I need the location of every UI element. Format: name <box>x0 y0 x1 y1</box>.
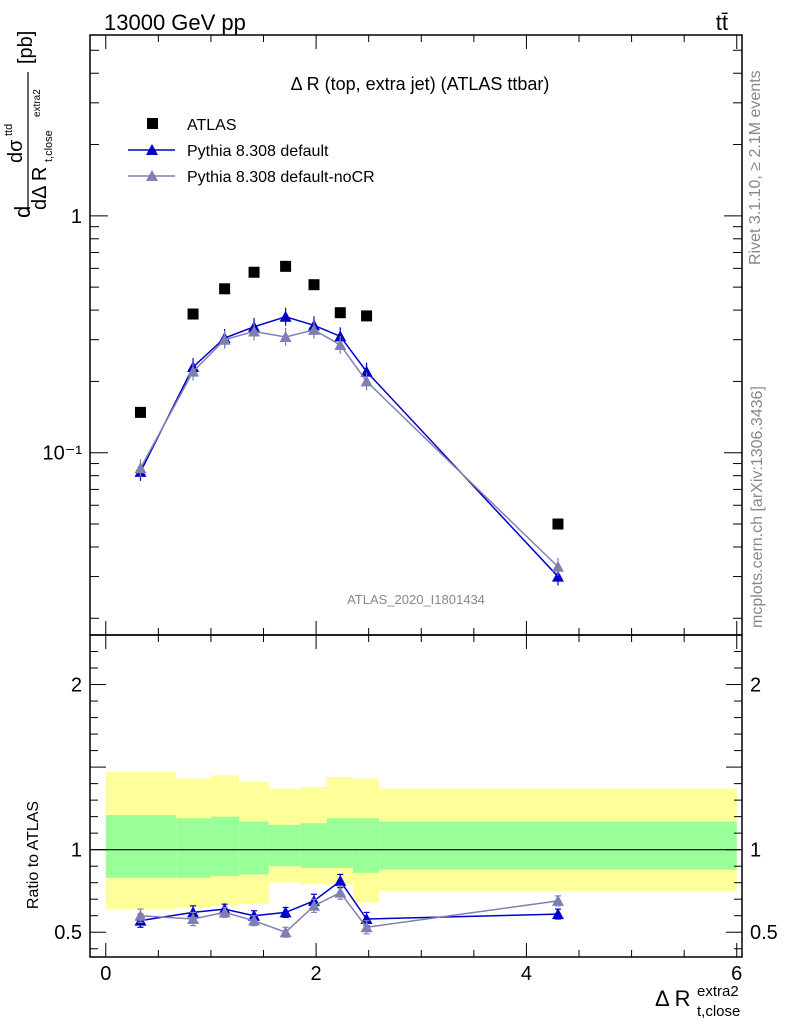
atlas-point <box>361 310 373 322</box>
green-band-segment <box>326 818 353 868</box>
default-point <box>279 310 292 322</box>
ratio-nocr-point <box>187 913 200 925</box>
ratio-default-point <box>334 875 347 887</box>
rivet-label: Rivet 3.1.10, ≥ 2.1M events <box>747 70 764 265</box>
ylabel-numerator: dσ <box>5 139 27 163</box>
atlas-point <box>248 266 260 278</box>
ratio-nocr-point <box>334 886 347 898</box>
ratio-y-tick-label: 2 <box>71 675 82 697</box>
ratio-default-point <box>279 906 292 918</box>
xlabel-sup: extra2 <box>697 983 739 1000</box>
legend-label-atlas: ATLAS <box>187 117 237 134</box>
default-line <box>139 315 559 578</box>
ratio-nocr-point <box>360 921 373 933</box>
ratio-y-tick-label: 0.5 <box>54 922 82 944</box>
ratio-nocr-point <box>279 926 292 938</box>
ratio-xlabel: Δ R extra2 t,close <box>655 983 740 1020</box>
green-band-segment <box>239 821 269 875</box>
green-band-segment <box>352 818 380 873</box>
legend-label-default: Pythia 8.308 default <box>187 143 329 160</box>
nocr-point <box>218 333 231 345</box>
green-band-segment <box>300 823 327 868</box>
y-tick-label: 10⁻¹ <box>43 443 83 465</box>
ratio-y-tick-label-right: 0.5 <box>750 922 778 944</box>
ratio-axes: 0 2 4 6 0.5 0.5 1 1 2 2 <box>54 634 778 985</box>
header-left: 13000 GeV pp <box>104 10 246 35</box>
green-band-segment <box>268 824 301 867</box>
ratio-nocr-point <box>134 909 147 921</box>
x-tick-label: 6 <box>731 963 742 985</box>
legend-marker-nocr <box>146 170 158 181</box>
ylabel-numerator-sup: ttd <box>3 124 15 136</box>
legend-label-nocr: Pythia 8.308 default-noCR <box>187 169 375 186</box>
mcplots-label: mcplots.cern.ch [arXiv:1306.3436] <box>749 386 766 628</box>
watermark: ATLAS_2020_I1801434 <box>347 592 485 607</box>
ratio-y-tick-label-right: 2 <box>750 675 761 697</box>
nocr-point <box>360 375 373 387</box>
main-title: Δ R (top, extra jet) (ATLAS ttbar) <box>291 74 550 94</box>
atlas-point <box>134 406 146 418</box>
nocr-point <box>248 325 261 337</box>
x-tick-label: 2 <box>311 963 322 985</box>
header-right: tt̄ <box>716 10 728 35</box>
ylabel-denominator: dΔ R <box>29 167 51 210</box>
ratio-nocr-point <box>551 894 564 906</box>
legend-marker-default <box>146 144 158 155</box>
ratio-ylabel: Ratio to ATLAS <box>25 801 42 909</box>
atlas-point <box>280 260 292 272</box>
ratio-nocr-point <box>248 914 261 926</box>
ratio-panel: 0 2 4 6 0.5 0.5 1 1 2 2 Ratio to ATLAS Δ R extra2… <box>25 634 778 1020</box>
atlas-point <box>219 283 231 295</box>
default-point <box>360 365 373 377</box>
green-band-segment <box>379 821 737 870</box>
ratio-series <box>134 873 564 938</box>
nocr-point <box>187 365 200 377</box>
ylabel-denominator-sub: t,close <box>43 130 55 162</box>
ylabel-denominator-sup: extra2 <box>32 89 43 117</box>
main-ylabel: d dσ ttd dΔ R t,close extra2 [pb] <box>3 31 55 218</box>
atlas-point <box>187 308 199 320</box>
atlas-point <box>308 279 320 291</box>
legend-marker-atlas <box>147 118 158 129</box>
green-band-segment <box>176 818 211 878</box>
default-point <box>551 570 564 582</box>
ratio-y-tick-label: 1 <box>71 840 82 862</box>
ratio-frame <box>89 634 743 958</box>
nocr-point <box>334 338 347 350</box>
ratio-nocr-point <box>307 899 320 911</box>
ratio-nocr-point <box>218 906 231 918</box>
legend: ATLAS Pythia 8.308 default Pythia 8.308 … <box>128 117 375 186</box>
ylabel-lead: d <box>10 206 35 218</box>
atlas-point <box>552 518 564 530</box>
ratio-default-point <box>551 908 564 920</box>
nocr-point <box>134 462 147 474</box>
y-tick-label: 1 <box>71 206 82 228</box>
x-tick-label: 0 <box>100 963 111 985</box>
xlabel-sub: t,close <box>697 1003 740 1020</box>
main-panel: 1 10⁻¹ Δ R (top, extra jet) (ATLAS ttbar)… <box>3 31 743 636</box>
x-tick-label: 4 <box>521 963 532 985</box>
main-series <box>134 260 564 586</box>
atlas-point <box>334 307 346 319</box>
ratio-y-tick-label-right: 1 <box>750 840 761 862</box>
xlabel-main: Δ R <box>655 986 690 1011</box>
default-point <box>334 330 347 342</box>
nocr-point <box>279 330 292 342</box>
nocr-point <box>307 323 320 335</box>
ylabel-unit: [pb] <box>15 31 37 64</box>
nocr-point <box>551 560 564 572</box>
green-band-segment <box>210 816 240 877</box>
nocr-line <box>139 329 559 568</box>
ratio-bands <box>105 772 737 910</box>
green-band-segment <box>105 814 177 878</box>
